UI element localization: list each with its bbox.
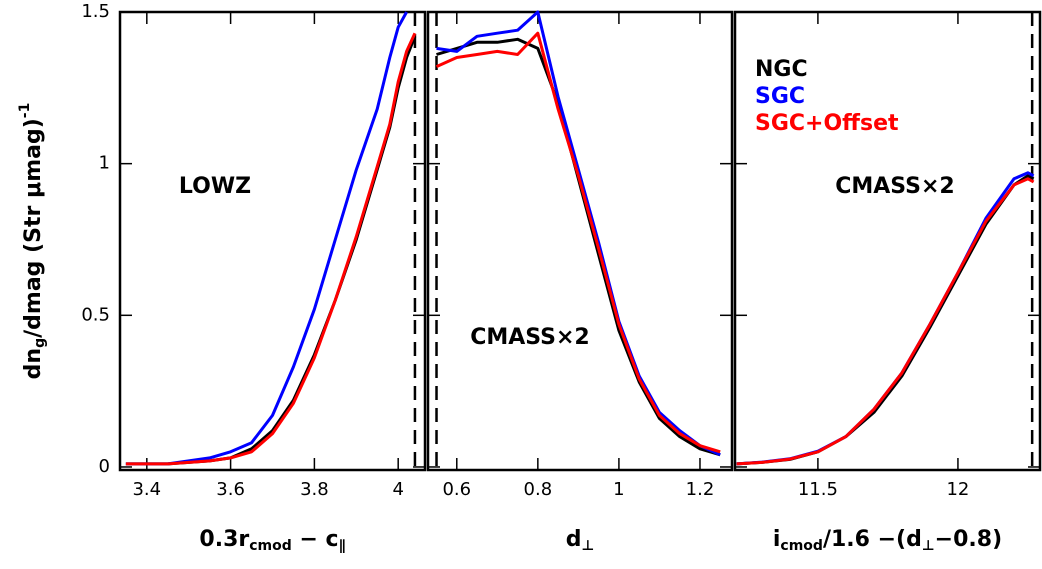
panel-label: CMASS×2 <box>835 174 955 199</box>
x-tick-label: 11.5 <box>798 479 838 500</box>
axis-label: 0.3rcmod − c∥ <box>199 527 345 554</box>
panel-label: LOWZ <box>179 174 251 199</box>
label-part: ∥ <box>339 538 346 554</box>
x-tick-label: 0.6 <box>442 479 471 500</box>
label-part: ⊥ <box>581 538 594 554</box>
x-tick-label: 1.2 <box>686 479 715 500</box>
x-tick-label: 12 <box>946 479 969 500</box>
x-tick-label: 3.6 <box>216 479 245 500</box>
panel-label: CMASS×2 <box>470 325 590 350</box>
series-line <box>436 37 721 457</box>
y-tick-label: 1.5 <box>81 1 110 22</box>
label-part: -1 <box>17 103 33 119</box>
label-part: /1.6 −(d <box>823 527 922 552</box>
axis-label: d⊥ <box>566 527 595 554</box>
y-tick-label: 0 <box>99 456 110 477</box>
axis-label: icmod/1.6 −(d⊥−0.8) <box>773 527 1002 554</box>
label-part: g <box>32 338 48 348</box>
series-line <box>736 177 1035 466</box>
plot-frame <box>426 10 734 472</box>
series-line <box>436 10 721 457</box>
label-part: 0.3r <box>199 527 249 552</box>
series-line <box>435 31 721 454</box>
plot-frame <box>733 10 1042 472</box>
y-tick-label: 1 <box>99 153 110 174</box>
y-tick-label: 0.5 <box>81 304 110 325</box>
axis-label: dng/dmag (Str μmag)-1 <box>17 103 48 380</box>
label-part: i <box>773 527 781 552</box>
label-part: /dmag (Str μmag) <box>21 118 46 338</box>
label-part: −0.8) <box>935 527 1002 552</box>
x-tick-label: 3.8 <box>300 479 329 500</box>
x-tick-label: 0.8 <box>524 479 553 500</box>
label-part: − c <box>292 527 339 552</box>
label-part: ⊥ <box>922 538 935 554</box>
series-line <box>125 32 417 466</box>
x-tick-label: 3.4 <box>132 479 161 500</box>
label-part: cmod <box>249 538 292 554</box>
plot-frame <box>118 10 427 472</box>
legend-entry: NGC <box>755 57 808 82</box>
label-part: dn <box>21 348 46 379</box>
label-part: cmod <box>780 538 823 554</box>
legend-entry: SGC+Offset <box>755 111 899 136</box>
x-tick-label: 1 <box>613 479 624 500</box>
label-part: d <box>566 527 582 552</box>
series-line <box>125 35 417 466</box>
legend-entry: SGC <box>755 84 805 109</box>
x-tick-label: 4 <box>392 479 403 500</box>
series-line <box>125 11 408 466</box>
